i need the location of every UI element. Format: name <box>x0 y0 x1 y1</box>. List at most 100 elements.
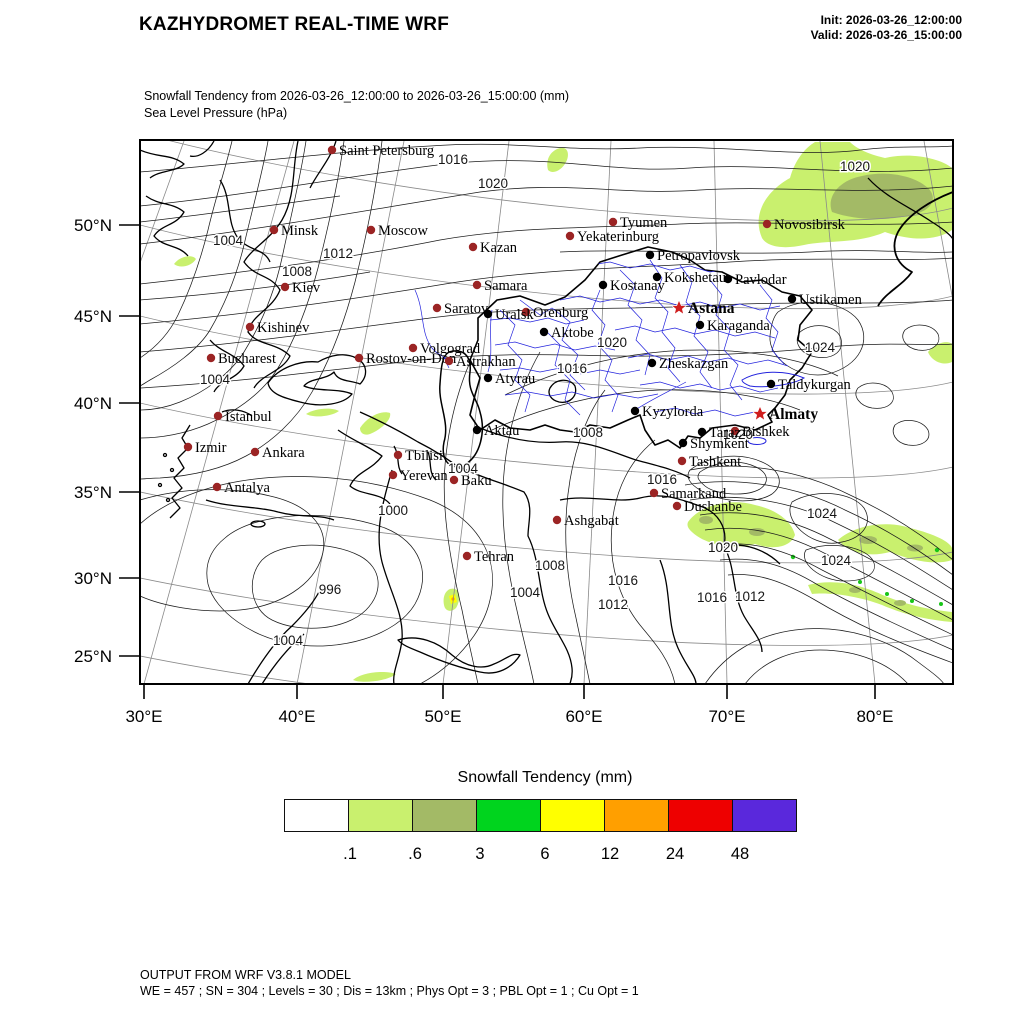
pressure-label: 1012 <box>323 246 353 261</box>
city-label: Yekaterinburg <box>577 229 659 245</box>
city-label: Orenburg <box>533 305 588 321</box>
city-dot <box>213 411 223 421</box>
city-dot <box>327 145 337 155</box>
lat-tick-label: 25°N <box>74 647 112 666</box>
pressure-label: 1016 <box>697 590 727 605</box>
pressure-label: 1004 <box>448 461 479 476</box>
city-label: Kyzylorda <box>642 404 704 420</box>
city-dot <box>245 322 255 332</box>
legend-title: Snowfall Tendency (mm) <box>457 769 633 786</box>
pressure-label: 1004 <box>510 585 541 600</box>
city-label: Moscow <box>378 223 428 239</box>
city-dot <box>723 274 733 284</box>
footer: OUTPUT FROM WRF V3.8.1 MODEL WE = 457 ; … <box>140 967 639 999</box>
city-label: Taldykurgan <box>778 377 852 393</box>
city-label: Minsk <box>281 223 319 239</box>
pressure-label: 996 <box>319 582 342 597</box>
lon-tick-label: 30°E <box>125 707 162 726</box>
city-label: Baku <box>461 473 492 489</box>
legend-color-cell <box>284 799 349 832</box>
city-label: Tbilisi <box>405 448 443 464</box>
lat-tick-label: 30°N <box>74 569 112 588</box>
city-label: Atyrau <box>495 371 535 387</box>
legend-tick-label: 12 <box>600 845 620 863</box>
legend-tick-label: 24 <box>665 845 685 863</box>
pressure-label: 1008 <box>535 558 565 573</box>
city-label: Volgograd <box>420 341 481 357</box>
city-dot <box>393 450 403 460</box>
city-dot <box>366 225 376 235</box>
city-dot <box>697 427 707 437</box>
legend-color-cell <box>348 799 413 832</box>
city-label: Antalya <box>224 480 270 496</box>
pressure-label: 1020 <box>840 159 870 174</box>
legend-tick-label: .1 <box>343 845 357 863</box>
city-dot <box>444 356 454 366</box>
legend-color-cell <box>412 799 477 832</box>
city-label: Saratov <box>444 301 489 317</box>
snowfall-shading <box>174 142 952 682</box>
city-label: Samarkand <box>661 486 727 502</box>
capital-label: Astana <box>688 300 735 317</box>
city-dot <box>449 475 459 485</box>
city-label: Kishinev <box>257 320 310 336</box>
city-label: Ustikamen <box>799 292 863 308</box>
city-dot <box>645 250 655 260</box>
city-label: Uralsk <box>495 307 534 323</box>
city-label: Aktau <box>484 423 519 439</box>
city-label: Ankara <box>262 445 305 461</box>
city-label: Izmir <box>195 440 227 456</box>
footer-line1: OUTPUT FROM WRF V3.8.1 MODEL <box>140 968 351 982</box>
subtitle-line1: Snowfall Tendency from 2026-03-26_12:00:… <box>144 89 570 103</box>
valid-time: Valid: 2026-03-26_15:00:00 <box>810 28 962 42</box>
legend-color-cell <box>668 799 733 832</box>
graticule <box>141 141 952 683</box>
lon-tick-label: 60°E <box>565 707 602 726</box>
city-dot <box>521 307 531 317</box>
city-dot <box>649 488 659 498</box>
city-label: Bucharest <box>218 351 276 367</box>
city-dot <box>206 353 216 363</box>
lon-tick-label: 80°E <box>856 707 893 726</box>
pressure-label: 1024 <box>821 553 852 568</box>
legend-tick-label: 48 <box>730 845 750 863</box>
city-label: Ashgabat <box>564 513 619 529</box>
legend-color-cell <box>732 799 797 832</box>
pressure-label: 1020 <box>478 176 508 191</box>
city-dot <box>598 280 608 290</box>
legend-tick-label: .6 <box>408 845 422 863</box>
city-label: Istanbul <box>225 409 272 425</box>
run-times: Init: 2026-03-26_12:00:00 Valid: 2026-03… <box>811 13 962 43</box>
city-label: Kiev <box>292 280 321 296</box>
city-dot <box>677 456 687 466</box>
plot-subtitle: Snowfall Tendency from 2026-03-26_12:00:… <box>144 88 569 122</box>
city-dot <box>762 219 772 229</box>
pressure-label: 1020 <box>597 335 627 350</box>
lon-tick-label: 70°E <box>708 707 745 726</box>
city-dot <box>678 438 688 448</box>
legend-color-cell <box>476 799 541 832</box>
city-label: Rostov-on-Don <box>366 351 457 367</box>
init-time: Init: 2026-03-26_12:00:00 <box>820 13 962 27</box>
city-label: Kazan <box>480 240 518 256</box>
capital-label: Almaty <box>769 406 818 423</box>
city-dot <box>608 217 618 227</box>
city-label: Tyumen <box>620 215 668 231</box>
city-dot <box>787 294 797 304</box>
city-dot <box>647 358 657 368</box>
city-dot <box>280 282 290 292</box>
city-dot <box>183 442 193 452</box>
city-label: Zheskazgan <box>659 356 729 372</box>
legend-color-cell <box>604 799 669 832</box>
pressure-label: 1016 <box>608 573 638 588</box>
legend-colorbar <box>284 799 805 832</box>
city-dot <box>408 343 418 353</box>
coastlines-borders <box>141 141 952 683</box>
footer-line2: WE = 457 ; SN = 304 ; Levels = 30 ; Dis … <box>140 984 639 998</box>
city-label: Yerevan <box>400 468 448 484</box>
city-label: Tehran <box>474 549 515 565</box>
pressure-label: 1024 <box>805 340 836 355</box>
page-title: KAZHYDROMET REAL-TIME WRF <box>139 14 450 35</box>
lon-tick-label: 50°E <box>424 707 461 726</box>
